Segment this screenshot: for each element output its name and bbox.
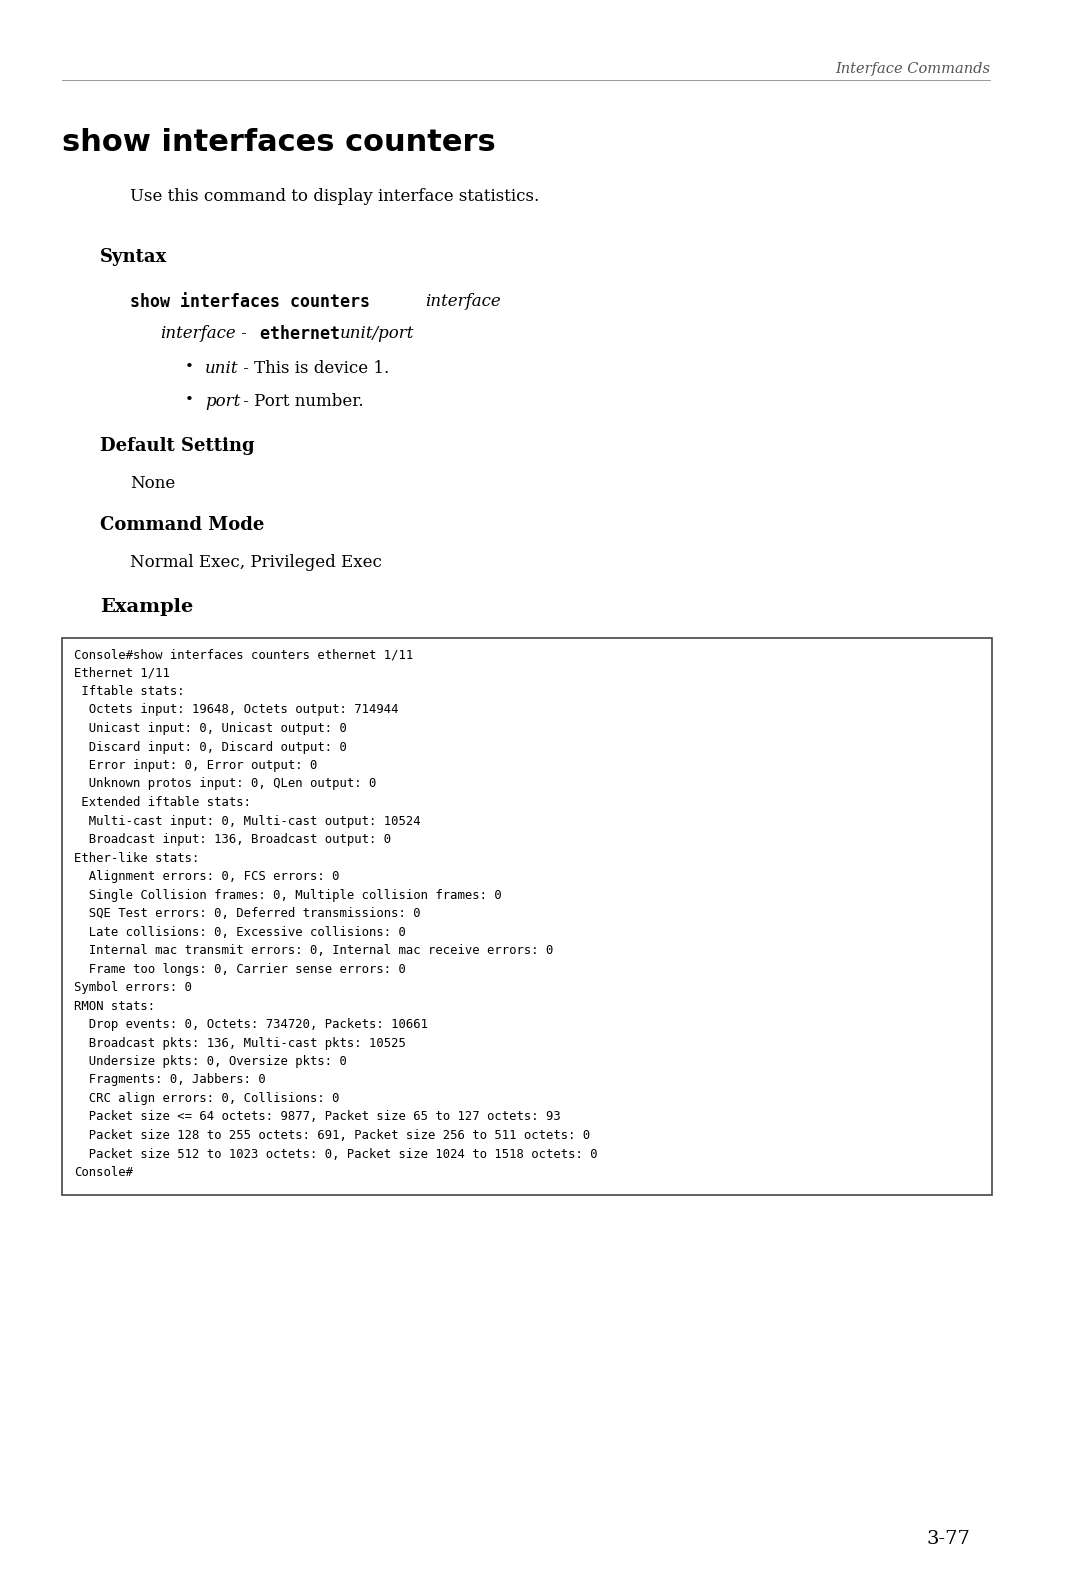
Text: Broadcast input: 136, Broadcast output: 0: Broadcast input: 136, Broadcast output: … <box>75 834 391 846</box>
Text: Extended iftable stats:: Extended iftable stats: <box>75 796 251 809</box>
Text: ethernet: ethernet <box>260 325 350 342</box>
Text: •: • <box>185 360 194 374</box>
Text: CRC align errors: 0, Collisions: 0: CRC align errors: 0, Collisions: 0 <box>75 1093 339 1105</box>
Text: Fragments: 0, Jabbers: 0: Fragments: 0, Jabbers: 0 <box>75 1074 266 1086</box>
Text: Frame too longs: 0, Carrier sense errors: 0: Frame too longs: 0, Carrier sense errors… <box>75 962 406 975</box>
Text: Single Collision frames: 0, Multiple collision frames: 0: Single Collision frames: 0, Multiple col… <box>75 889 502 901</box>
Text: interface: interface <box>160 325 235 342</box>
Text: Default Setting: Default Setting <box>100 436 255 455</box>
Text: Ethernet 1/11: Ethernet 1/11 <box>75 667 170 680</box>
Text: Example: Example <box>100 598 193 615</box>
Text: Multi-cast input: 0, Multi-cast output: 10524: Multi-cast input: 0, Multi-cast output: … <box>75 815 420 827</box>
Text: SQE Test errors: 0, Deferred transmissions: 0: SQE Test errors: 0, Deferred transmissio… <box>75 907 420 920</box>
Text: interface: interface <box>426 294 501 309</box>
Text: show interfaces counters: show interfaces counters <box>62 129 496 157</box>
Text: RMON stats:: RMON stats: <box>75 1000 156 1013</box>
Text: show interfaces counters: show interfaces counters <box>130 294 380 311</box>
Text: Octets input: 19648, Octets output: 714944: Octets input: 19648, Octets output: 7149… <box>75 703 399 716</box>
Text: Use this command to display interface statistics.: Use this command to display interface st… <box>130 188 539 206</box>
Text: Packet size 512 to 1023 octets: 0, Packet size 1024 to 1518 octets: 0: Packet size 512 to 1023 octets: 0, Packe… <box>75 1148 597 1160</box>
Text: Late collisions: 0, Excessive collisions: 0: Late collisions: 0, Excessive collisions… <box>75 925 406 939</box>
Text: Unicast input: 0, Unicast output: 0: Unicast input: 0, Unicast output: 0 <box>75 722 347 735</box>
Text: Console#: Console# <box>75 1167 133 1179</box>
Text: unit: unit <box>205 360 239 377</box>
Text: Command Mode: Command Mode <box>100 517 265 534</box>
Text: Drop events: 0, Octets: 734720, Packets: 10661: Drop events: 0, Octets: 734720, Packets:… <box>75 1017 428 1031</box>
Text: Discard input: 0, Discard output: 0: Discard input: 0, Discard output: 0 <box>75 741 347 754</box>
Text: Internal mac transmit errors: 0, Internal mac receive errors: 0: Internal mac transmit errors: 0, Interna… <box>75 944 553 958</box>
Text: Alignment errors: 0, FCS errors: 0: Alignment errors: 0, FCS errors: 0 <box>75 870 339 882</box>
Text: - This is device 1.: - This is device 1. <box>238 360 389 377</box>
Text: Packet size <= 64 octets: 9877, Packet size 65 to 127 octets: 93: Packet size <= 64 octets: 9877, Packet s… <box>75 1110 561 1124</box>
Text: None: None <box>130 476 175 491</box>
Bar <box>62 637 993 1195</box>
Text: Broadcast pkts: 136, Multi-cast pkts: 10525: Broadcast pkts: 136, Multi-cast pkts: 10… <box>75 1036 406 1049</box>
Text: Symbol errors: 0: Symbol errors: 0 <box>75 981 192 994</box>
Text: Normal Exec, Privileged Exec: Normal Exec, Privileged Exec <box>130 554 382 571</box>
Text: Undersize pkts: 0, Oversize pkts: 0: Undersize pkts: 0, Oversize pkts: 0 <box>75 1055 347 1068</box>
Text: •: • <box>185 392 194 407</box>
Text: unit/port: unit/port <box>340 325 415 342</box>
Text: Packet size 128 to 255 octets: 691, Packet size 256 to 511 octets: 0: Packet size 128 to 255 octets: 691, Pack… <box>75 1129 591 1141</box>
Text: Iftable stats:: Iftable stats: <box>75 685 185 699</box>
Text: Syntax: Syntax <box>100 248 167 265</box>
Text: Console#show interfaces counters ethernet 1/11: Console#show interfaces counters etherne… <box>75 648 414 661</box>
Text: -: - <box>237 325 252 342</box>
Text: Error input: 0, Error output: 0: Error input: 0, Error output: 0 <box>75 758 318 772</box>
Text: 3-77: 3-77 <box>927 1531 970 1548</box>
Text: - Port number.: - Port number. <box>238 392 364 410</box>
Text: Ether-like stats:: Ether-like stats: <box>75 851 200 865</box>
Text: Interface Commands: Interface Commands <box>835 61 990 75</box>
Text: Unknown protos input: 0, QLen output: 0: Unknown protos input: 0, QLen output: 0 <box>75 777 376 791</box>
Text: port: port <box>205 392 240 410</box>
